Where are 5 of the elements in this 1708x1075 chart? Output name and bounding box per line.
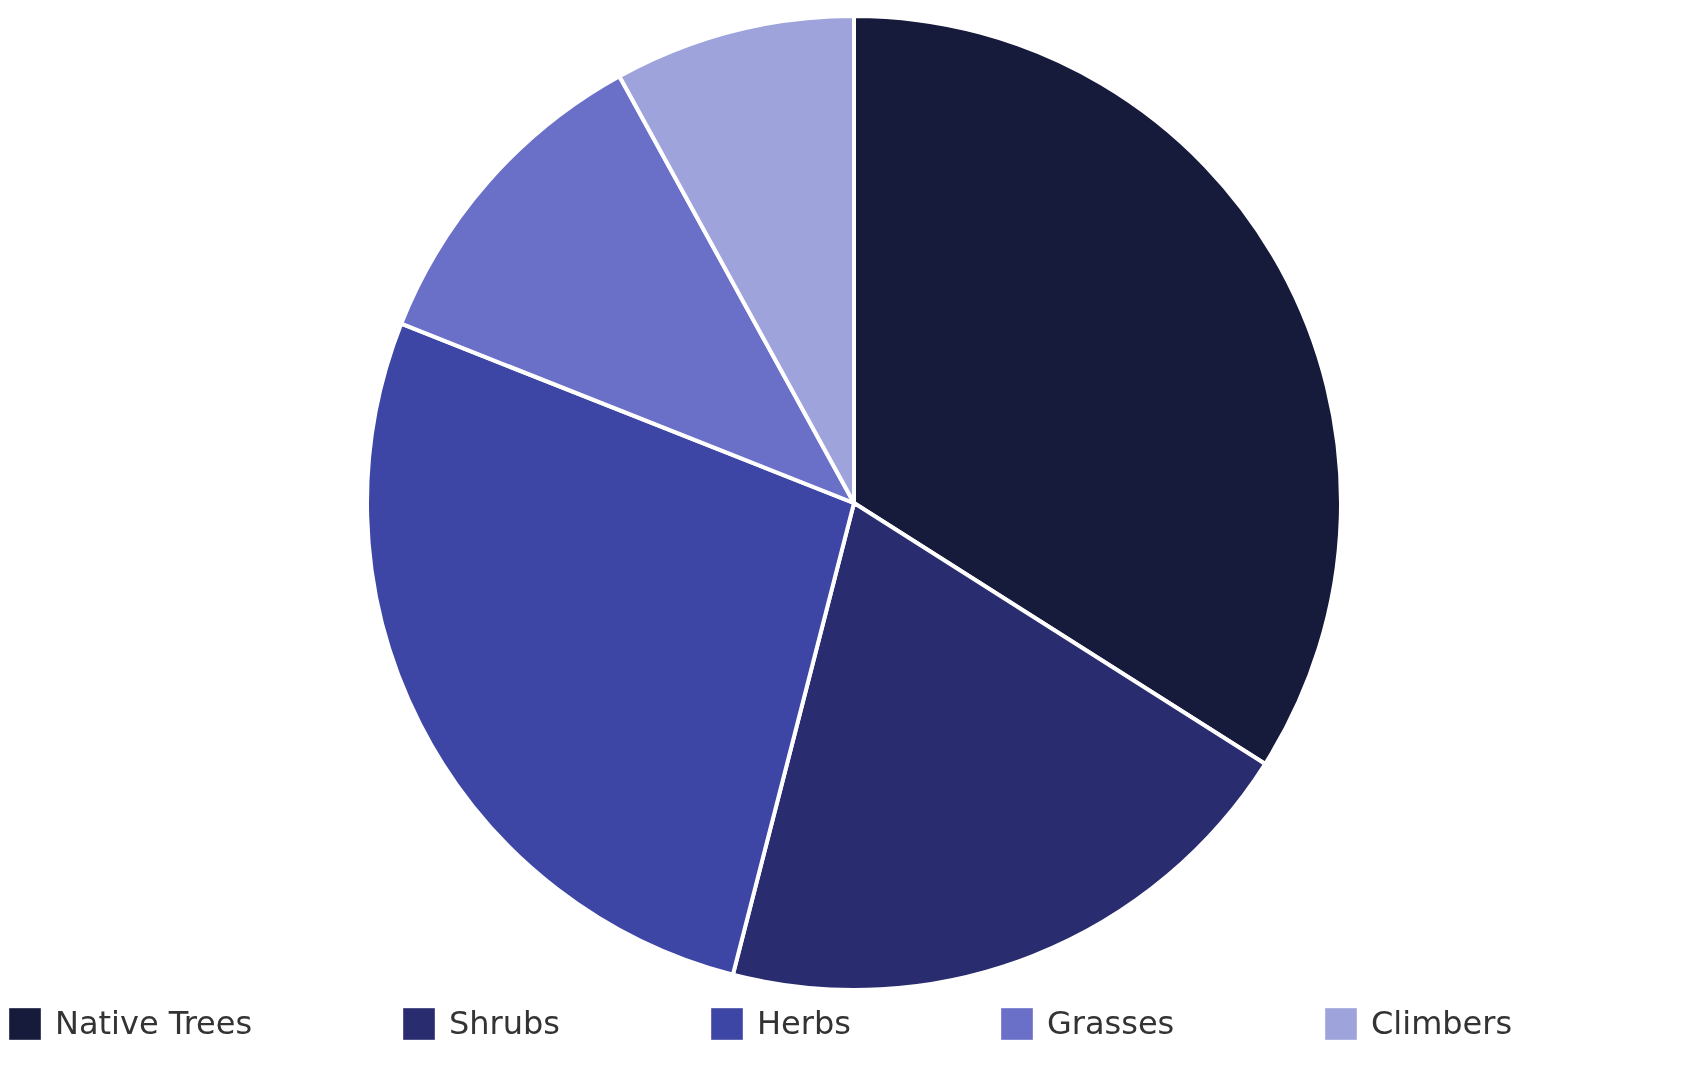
legend-label: Grasses [1047, 1004, 1175, 1042]
legend-label: Climbers [1371, 1004, 1513, 1042]
legend-label: Native Trees [55, 1004, 253, 1042]
legend-label: Herbs [757, 1004, 851, 1042]
legend-label: Shrubs [449, 1004, 561, 1042]
